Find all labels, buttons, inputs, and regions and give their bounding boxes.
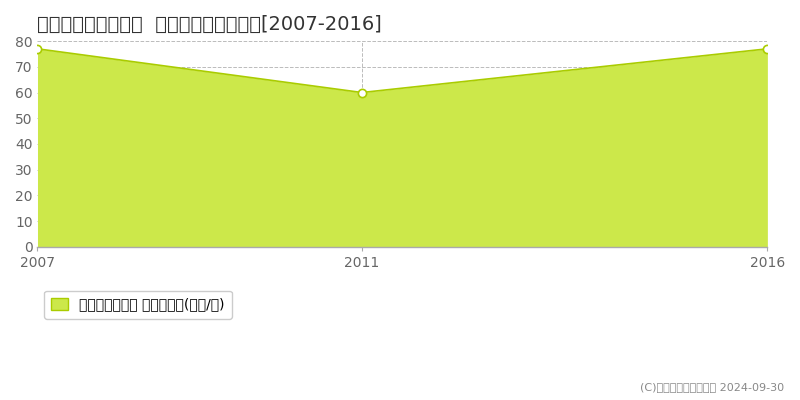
Point — [761, 46, 774, 52]
Legend: マンション価格 平均坪単価(万円/坪): マンション価格 平均坪単価(万円/坪) — [45, 291, 231, 318]
Point — [355, 89, 368, 96]
Text: 名古屋市北区生駒町  マンション価格推移[2007-2016]: 名古屋市北区生駒町 マンション価格推移[2007-2016] — [38, 15, 382, 34]
Point — [31, 46, 44, 52]
Text: (C)土地価格ドットコム 2024-09-30: (C)土地価格ドットコム 2024-09-30 — [640, 382, 784, 392]
